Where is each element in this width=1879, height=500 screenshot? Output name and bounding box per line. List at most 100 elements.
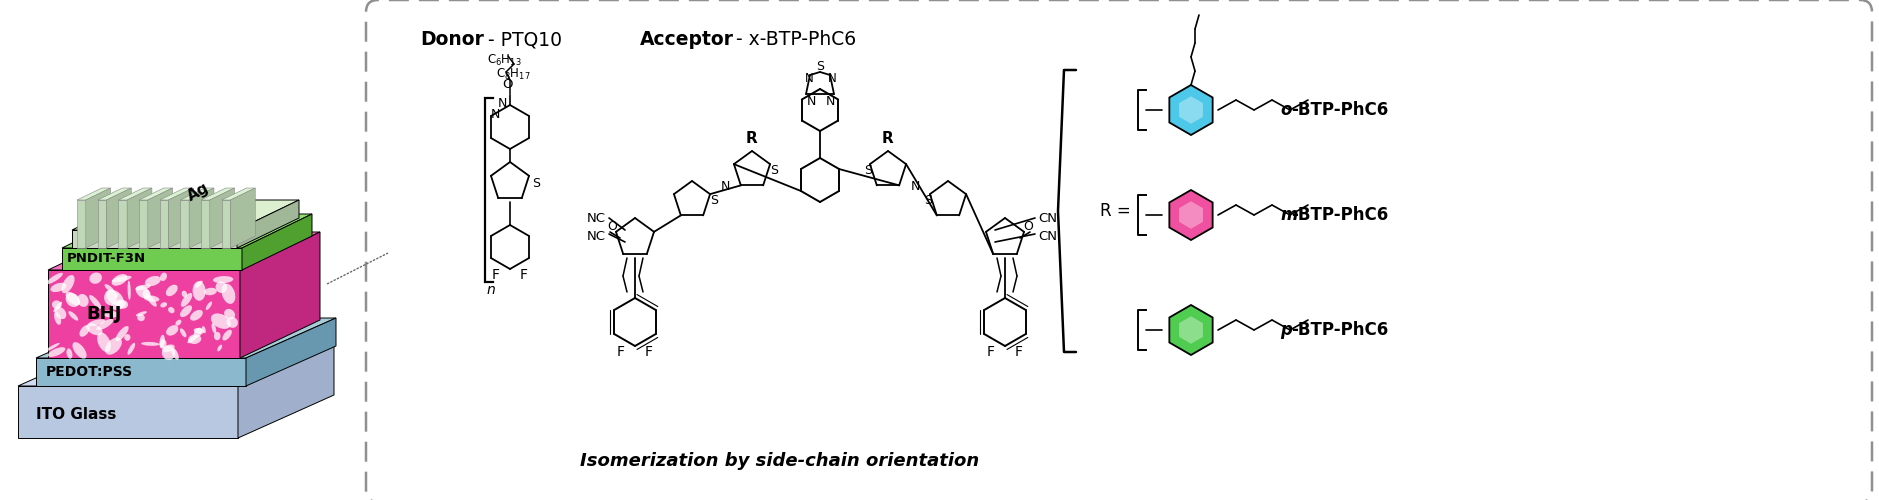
- Ellipse shape: [162, 346, 175, 360]
- Ellipse shape: [101, 310, 118, 318]
- Ellipse shape: [227, 317, 239, 328]
- Polygon shape: [77, 200, 86, 248]
- Polygon shape: [246, 318, 336, 386]
- Ellipse shape: [160, 302, 167, 308]
- Polygon shape: [49, 232, 319, 270]
- Ellipse shape: [98, 332, 111, 352]
- Ellipse shape: [162, 344, 175, 352]
- Text: N: N: [806, 95, 815, 108]
- Ellipse shape: [111, 274, 128, 285]
- Ellipse shape: [171, 348, 179, 360]
- Text: -BTP-PhC6: -BTP-PhC6: [1291, 206, 1389, 224]
- Polygon shape: [128, 188, 152, 248]
- Text: S: S: [815, 60, 825, 73]
- Text: R: R: [881, 131, 894, 146]
- Ellipse shape: [124, 334, 130, 341]
- Ellipse shape: [212, 276, 233, 283]
- Ellipse shape: [66, 292, 81, 306]
- Polygon shape: [86, 188, 111, 248]
- Ellipse shape: [180, 293, 192, 307]
- Ellipse shape: [111, 276, 132, 282]
- Polygon shape: [36, 358, 246, 386]
- Ellipse shape: [53, 300, 62, 309]
- Text: S: S: [710, 194, 718, 207]
- Polygon shape: [98, 200, 107, 248]
- Polygon shape: [180, 188, 214, 200]
- Text: S: S: [864, 164, 872, 177]
- Polygon shape: [36, 318, 336, 358]
- Ellipse shape: [143, 296, 160, 302]
- Ellipse shape: [73, 342, 86, 358]
- Text: F: F: [492, 268, 500, 282]
- Text: Isomerization by side-chain orientation: Isomerization by side-chain orientation: [581, 452, 979, 470]
- Text: ITO Glass: ITO Glass: [36, 407, 116, 422]
- Text: F: F: [1015, 345, 1022, 359]
- Polygon shape: [1169, 85, 1212, 135]
- Ellipse shape: [90, 272, 101, 284]
- Ellipse shape: [62, 275, 75, 293]
- Ellipse shape: [222, 330, 231, 340]
- Text: PEDOT:PSS: PEDOT:PSS: [45, 365, 133, 379]
- Ellipse shape: [160, 335, 165, 348]
- Polygon shape: [1169, 305, 1212, 355]
- Ellipse shape: [135, 286, 150, 298]
- Text: O: O: [502, 78, 513, 91]
- Ellipse shape: [165, 284, 179, 296]
- Ellipse shape: [141, 342, 160, 346]
- Text: S: S: [532, 177, 539, 190]
- Ellipse shape: [188, 336, 197, 344]
- Polygon shape: [98, 188, 132, 200]
- Polygon shape: [1180, 201, 1203, 229]
- Text: CN: CN: [1037, 230, 1058, 243]
- Polygon shape: [71, 200, 299, 230]
- Ellipse shape: [222, 284, 235, 304]
- Text: F: F: [520, 268, 528, 282]
- Polygon shape: [1180, 316, 1203, 344]
- Ellipse shape: [88, 295, 101, 309]
- Ellipse shape: [86, 324, 103, 336]
- Ellipse shape: [224, 309, 235, 320]
- Ellipse shape: [192, 281, 205, 301]
- Text: $\mathregular{C_8H_{17}}$: $\mathregular{C_8H_{17}}$: [496, 67, 530, 82]
- Ellipse shape: [115, 293, 118, 298]
- Text: N: N: [829, 72, 836, 85]
- Ellipse shape: [128, 280, 132, 300]
- Ellipse shape: [218, 344, 222, 352]
- Polygon shape: [180, 200, 190, 248]
- Ellipse shape: [143, 290, 150, 299]
- Ellipse shape: [195, 280, 203, 288]
- Text: -BTP-PhC6: -BTP-PhC6: [1291, 321, 1389, 339]
- Polygon shape: [62, 214, 312, 248]
- Ellipse shape: [180, 328, 186, 338]
- Text: R =: R =: [1099, 202, 1131, 220]
- Ellipse shape: [105, 338, 122, 354]
- Ellipse shape: [111, 300, 126, 310]
- Text: Ag: Ag: [184, 180, 212, 204]
- Ellipse shape: [214, 332, 220, 340]
- Ellipse shape: [160, 340, 167, 348]
- Ellipse shape: [180, 306, 192, 317]
- Polygon shape: [210, 188, 235, 248]
- Polygon shape: [169, 188, 194, 248]
- Polygon shape: [1169, 190, 1212, 240]
- Text: NC: NC: [586, 212, 607, 225]
- Text: Acceptor: Acceptor: [641, 30, 735, 49]
- Polygon shape: [201, 200, 210, 248]
- Text: o: o: [1280, 101, 1291, 119]
- Text: N: N: [909, 180, 919, 193]
- Polygon shape: [239, 343, 334, 438]
- Ellipse shape: [53, 302, 62, 312]
- Text: CN: CN: [1037, 212, 1058, 225]
- Ellipse shape: [160, 272, 167, 281]
- Ellipse shape: [128, 343, 135, 355]
- Text: p: p: [1280, 321, 1293, 339]
- Text: F: F: [616, 345, 626, 359]
- Polygon shape: [71, 230, 237, 248]
- Text: N: N: [827, 95, 836, 108]
- Ellipse shape: [188, 334, 201, 344]
- Ellipse shape: [175, 320, 182, 326]
- Text: N: N: [720, 180, 729, 193]
- Polygon shape: [49, 270, 241, 358]
- Text: NC: NC: [586, 230, 607, 243]
- Ellipse shape: [45, 343, 60, 351]
